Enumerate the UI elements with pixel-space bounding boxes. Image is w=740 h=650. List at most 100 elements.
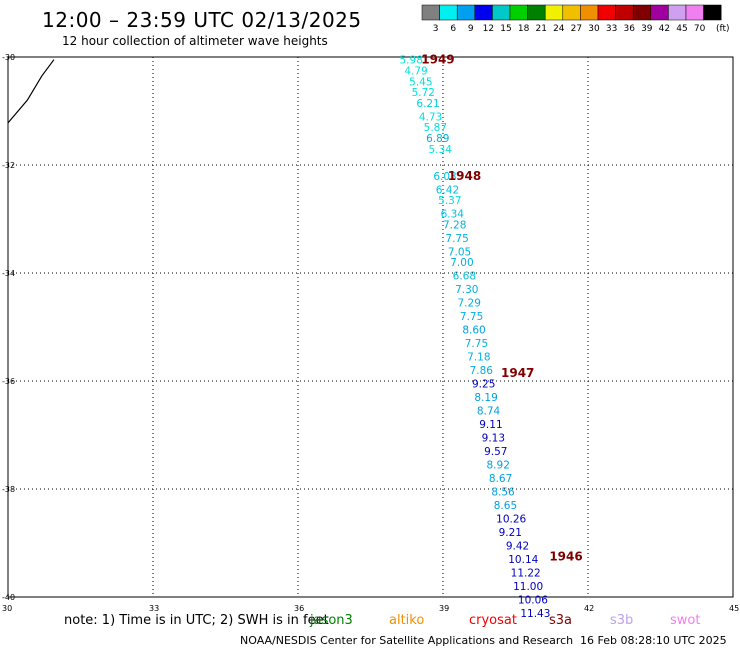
page-title: 12:00 – 23:59 UTC 02/13/2025 [42, 8, 362, 32]
colorbar-tick-label: 30 [588, 24, 600, 34]
colorbar-swatch [544, 4, 564, 21]
satellite-legend-altiko: altiko [389, 613, 425, 628]
page-subtitle: 12 hour collection of altimeter wave hei… [62, 34, 328, 48]
colorbar-swatch [615, 4, 634, 21]
colorbar-tick-label: 39 [641, 24, 653, 34]
lat-lon-grid [7, 56, 734, 598]
wave-height-value: 9.42 [506, 541, 529, 553]
lon-tick-label: 30 [2, 604, 12, 613]
colorbar-swatch [492, 4, 511, 21]
pass-time-label: 1949 [421, 53, 454, 67]
colorbar-swatch [703, 4, 722, 21]
satellite-legend-s3a: s3a [549, 613, 573, 628]
colorbar-swatch [509, 4, 528, 21]
colorbar-tick-label: 12 [483, 24, 494, 34]
colorbar-tick-label: 42 [659, 24, 670, 34]
pass-time-label: 1947 [501, 366, 534, 380]
lon-tick-label: 42 [584, 604, 594, 613]
wave-height-value: 6.68 [453, 271, 476, 283]
colorbar-tick-label: 18 [518, 24, 530, 34]
colorbar-swatch [421, 4, 440, 21]
wave-height-value: 6.21 [416, 98, 439, 110]
wave-height-value: 6.34 [441, 209, 465, 221]
wave-height-value: 10.06 [518, 595, 548, 607]
pass-time-labels: 1949 1948 1947 1946 [421, 53, 582, 564]
wave-height-value: 7.00 [450, 257, 473, 269]
colorbar-swatch [456, 4, 476, 21]
colorbar-swatch [474, 4, 493, 21]
colorbar-tick-label: 3 [433, 24, 439, 34]
wave-height-value: 5.34 [429, 144, 453, 156]
wave-height-value: 9.13 [482, 433, 505, 445]
wave-height-value: 11.43 [520, 608, 550, 620]
colorbar-unit-label: (ft) [716, 24, 730, 34]
credit-text: NOAA/NESDIS Center for Satellite Applica… [240, 634, 574, 647]
colorbar-swatch [650, 4, 669, 21]
colorbar-swatch [527, 4, 546, 21]
wave-height-value: 7.86 [470, 365, 494, 377]
lon-tick-label: 36 [294, 604, 304, 613]
wave-height-value: 9.21 [499, 527, 522, 539]
wave-height-value: 4.73 [419, 111, 442, 123]
colorbar-tick-label: 21 [535, 24, 546, 34]
pass-time-label: 1948 [448, 169, 481, 183]
colorbar-tick-label: 6 [450, 24, 456, 34]
wave-height-value: 7.18 [467, 352, 490, 364]
colorbar-tick-label: 27 [571, 24, 582, 34]
satellite-legend-swot: swot [670, 613, 701, 628]
pass-time-label: 1946 [549, 550, 582, 564]
map-frame [7, 56, 734, 598]
colorbar-swatch [668, 4, 687, 21]
lon-tick-label: 33 [149, 604, 159, 613]
colorbar: 3 6 9 12 15 18 21 24 27 30 33 36 39 42 45 70 (ft) [421, 4, 730, 34]
satellite-legend-jason3: jason3 [310, 613, 353, 628]
colorbar-swatch [580, 4, 599, 21]
wave-height-value: 9.11 [479, 419, 502, 431]
wave-height-value: 7.28 [443, 219, 466, 231]
satellite-legend-s3b: s3b [610, 613, 634, 628]
coastline-path [7, 59, 55, 124]
wave-height-value: 11.22 [511, 568, 541, 580]
wave-height-value: 5.45 [409, 76, 432, 88]
wave-height-value: 9.57 [484, 446, 507, 458]
note-text: note: 1) Time is in UTC; 2) SWH is in fe… [64, 613, 329, 628]
lat-tick-label: -34 [2, 269, 15, 278]
wave-height-value: 7.75 [465, 338, 488, 350]
wave-height-value: 8.67 [489, 473, 512, 485]
colorbar-swatch [439, 4, 458, 21]
axis-ticks: -30 -32 -34 -36 -38 -40 30 33 36 39 42 45 [2, 53, 739, 613]
wave-height-value: 5.87 [424, 122, 447, 134]
credit-timestamp: 16 Feb 08:28:10 UTC 2025 [580, 634, 727, 647]
wave-height-value: 8.60 [462, 325, 485, 337]
lat-tick-label: -30 [2, 53, 15, 62]
wave-height-value: 8.92 [487, 460, 510, 472]
wave-height-observations: 5.984.795.455.726.214.735.876.895.34 6.03… [400, 55, 551, 621]
wave-height-value: 5.37 [438, 195, 461, 207]
colorbar-tick-label: 36 [623, 24, 635, 34]
wave-height-value: 7.75 [445, 233, 468, 245]
wave-height-value: 10.14 [508, 554, 538, 566]
wave-height-value: 7.05 [448, 246, 471, 258]
wave-height-value: 6.03 [433, 171, 456, 183]
wave-height-value: 6.42 [436, 184, 459, 196]
colorbar-tick-label: 70 [694, 24, 706, 34]
colorbar-tick-label: 33 [606, 24, 617, 34]
colorbar-swatch [562, 4, 581, 21]
wave-height-value: 9.25 [472, 379, 495, 391]
coastline [7, 59, 55, 124]
wave-height-value: 5.72 [412, 87, 435, 99]
wave-height-value: 8.19 [474, 392, 497, 404]
lat-tick-label: -36 [2, 377, 15, 386]
wave-height-value: 7.30 [455, 284, 478, 296]
colorbar-swatch [685, 4, 704, 21]
wave-height-value: 10.26 [496, 514, 526, 526]
wave-height-value: 5.98 [400, 55, 423, 67]
colorbar-tick-label: 24 [553, 24, 565, 34]
colorbar-swatch [597, 4, 616, 21]
lat-tick-label: -38 [2, 485, 15, 494]
wave-height-value: 8.65 [494, 500, 517, 512]
lat-tick-label: -32 [2, 161, 15, 170]
wave-height-value: 6.89 [426, 133, 449, 145]
colorbar-tick-label: 15 [500, 24, 511, 34]
